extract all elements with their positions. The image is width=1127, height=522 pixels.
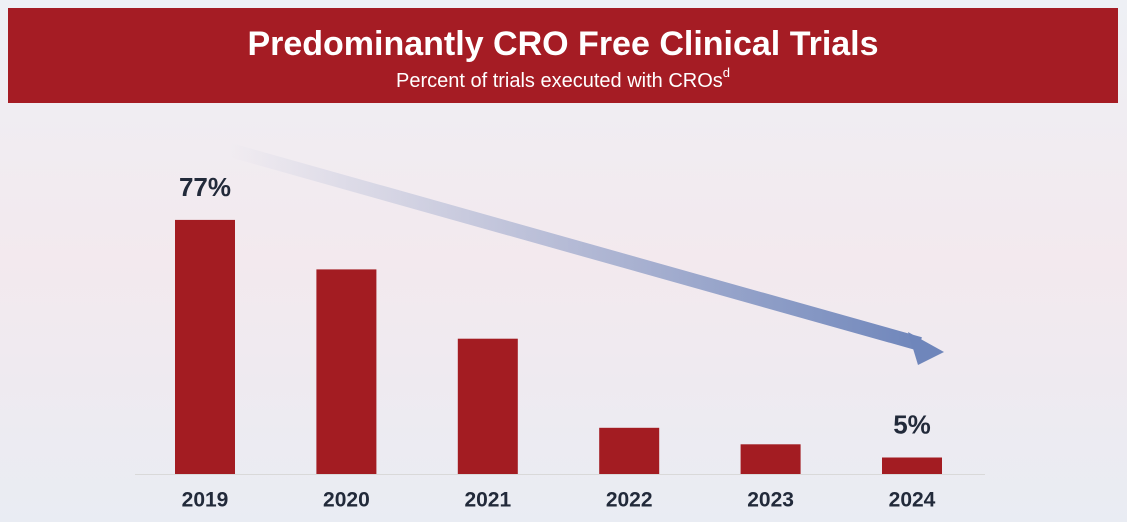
bar (316, 269, 377, 474)
bar (175, 219, 235, 474)
x-tick-label: 2019 (182, 489, 229, 512)
bar (882, 457, 942, 474)
value-label: 5% (893, 409, 931, 439)
x-tick-label: 2023 (747, 489, 794, 512)
bar (457, 338, 518, 474)
value-label: 77% (179, 172, 231, 202)
chart-subtitle: Percent of trials executed with CROsd (396, 65, 730, 92)
bar (599, 427, 660, 474)
trend-arrowhead (908, 332, 944, 365)
bar (740, 444, 801, 474)
x-tick-label: 2022 (606, 489, 653, 512)
trend-arrow (228, 143, 922, 351)
subtitle-note: d (723, 65, 730, 80)
x-tick-label: 2020 (323, 489, 370, 512)
x-tick-label: 2021 (464, 489, 511, 512)
title-banner (8, 8, 1118, 103)
subtitle-text: Percent of trials executed with CROs (396, 70, 723, 92)
x-tick-label: 2024 (889, 489, 936, 512)
chart-title: Predominantly CRO Free Clinical Trials (247, 25, 878, 63)
